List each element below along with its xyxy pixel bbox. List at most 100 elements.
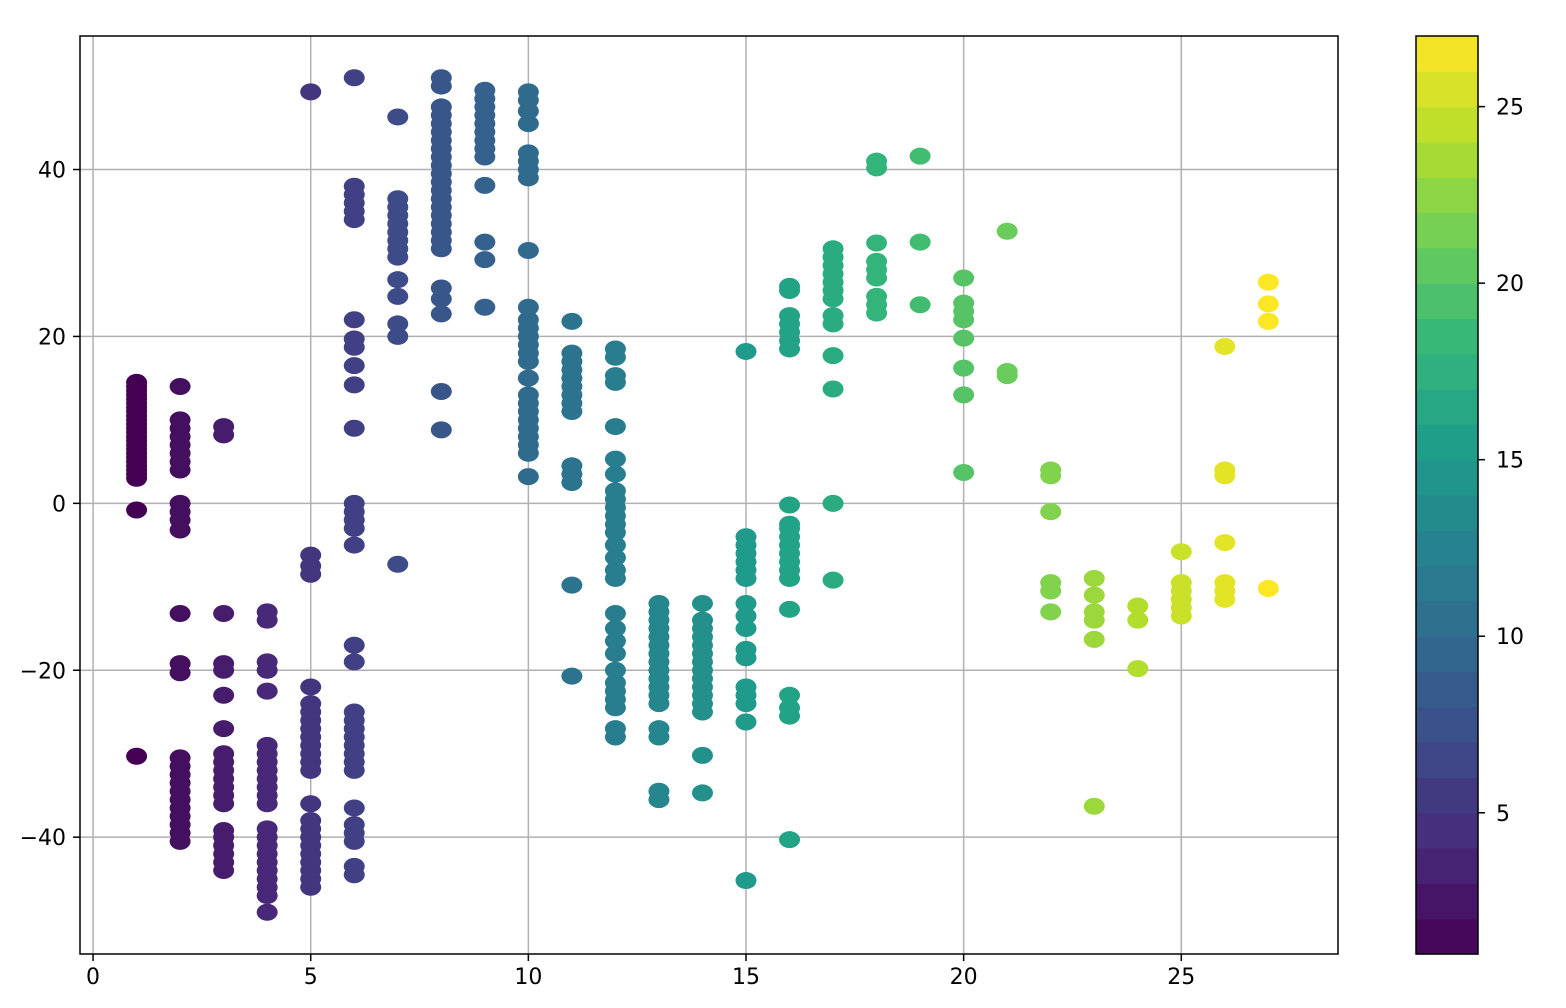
data-point xyxy=(735,872,757,890)
data-point xyxy=(517,369,539,387)
data-point xyxy=(866,252,888,270)
colorbar-band xyxy=(1416,106,1478,143)
data-point xyxy=(387,315,409,333)
data-point xyxy=(343,816,365,834)
data-point xyxy=(822,494,844,512)
data-point xyxy=(1257,273,1279,291)
data-point xyxy=(735,528,757,546)
data-point xyxy=(779,307,801,325)
data-point xyxy=(1127,597,1149,615)
data-point xyxy=(256,653,278,671)
data-point xyxy=(1170,574,1192,592)
data-point xyxy=(604,418,626,436)
colorbar-band xyxy=(1416,424,1478,461)
data-point xyxy=(517,241,539,259)
data-point xyxy=(561,576,583,594)
data-point xyxy=(517,468,539,486)
data-point xyxy=(735,620,757,638)
data-point xyxy=(517,83,539,101)
data-point xyxy=(256,682,278,700)
data-point xyxy=(256,603,278,621)
colorbar-tick-label: 20 xyxy=(1496,272,1524,297)
colorbar-band xyxy=(1416,636,1478,673)
data-point xyxy=(822,347,844,365)
data-point xyxy=(604,482,626,500)
data-point xyxy=(735,640,757,658)
data-point xyxy=(866,152,888,170)
data-point xyxy=(1083,569,1105,587)
colorbar-band xyxy=(1416,495,1478,531)
data-point xyxy=(604,549,626,567)
data-point xyxy=(387,287,409,305)
data-point xyxy=(909,296,931,314)
data-point xyxy=(779,496,801,514)
y-tick-label: −40 xyxy=(20,826,66,851)
data-point xyxy=(517,311,539,329)
x-tick-label: 10 xyxy=(514,965,542,990)
data-point xyxy=(387,327,409,345)
data-point xyxy=(604,620,626,638)
data-point xyxy=(779,277,801,295)
data-point xyxy=(517,144,539,162)
y-tick-label: 0 xyxy=(52,492,66,517)
data-point xyxy=(822,380,844,398)
data-point xyxy=(126,747,148,765)
colorbar-tick-label: 15 xyxy=(1496,449,1524,474)
x-tick-label: 5 xyxy=(304,965,318,990)
data-point xyxy=(691,594,713,612)
data-point xyxy=(1214,534,1236,552)
x-tick-label: 25 xyxy=(1167,965,1195,990)
data-point xyxy=(822,307,844,325)
data-point xyxy=(213,655,235,673)
data-point xyxy=(604,645,626,663)
data-point xyxy=(953,294,975,312)
data-point xyxy=(1040,461,1062,479)
data-point xyxy=(604,450,626,468)
y-tick-label: 20 xyxy=(38,325,66,350)
data-point xyxy=(343,330,365,348)
data-point xyxy=(169,655,191,673)
data-point xyxy=(256,736,278,754)
data-point xyxy=(779,686,801,704)
data-point xyxy=(343,857,365,875)
colorbar-band xyxy=(1416,812,1478,849)
data-point xyxy=(213,686,235,704)
data-point xyxy=(517,115,539,133)
x-axis: 0 5 10 15 20 25 xyxy=(86,954,1195,990)
data-point xyxy=(604,661,626,679)
data-point xyxy=(126,373,148,391)
data-point xyxy=(300,695,322,713)
data-point xyxy=(1214,461,1236,479)
data-point xyxy=(474,251,496,269)
data-point xyxy=(1083,797,1105,815)
data-point xyxy=(1257,579,1279,597)
data-point xyxy=(604,561,626,579)
data-point xyxy=(561,667,583,685)
data-point xyxy=(822,240,844,258)
data-point xyxy=(343,536,365,554)
colorbar-tick-label: 5 xyxy=(1496,802,1510,827)
x-tick-label: 0 xyxy=(86,965,100,990)
data-point xyxy=(343,799,365,817)
data-point xyxy=(1083,603,1105,621)
data-point xyxy=(387,190,409,208)
data-point xyxy=(735,607,757,625)
data-point xyxy=(300,811,322,829)
data-points xyxy=(126,69,1279,921)
data-point xyxy=(953,386,975,404)
colorbar-band xyxy=(1416,671,1478,708)
data-point xyxy=(779,699,801,717)
colorbar-band xyxy=(1416,706,1478,743)
colorbar-band xyxy=(1416,141,1478,178)
data-point xyxy=(213,821,235,839)
data-point xyxy=(604,340,626,358)
colorbar-frame xyxy=(1415,35,1479,955)
data-point xyxy=(517,298,539,316)
data-point xyxy=(169,494,191,512)
colorbar-tick-label: 10 xyxy=(1496,625,1524,650)
data-point xyxy=(1083,630,1105,648)
data-point xyxy=(691,611,713,629)
data-point xyxy=(1040,503,1062,521)
data-point xyxy=(169,378,191,396)
